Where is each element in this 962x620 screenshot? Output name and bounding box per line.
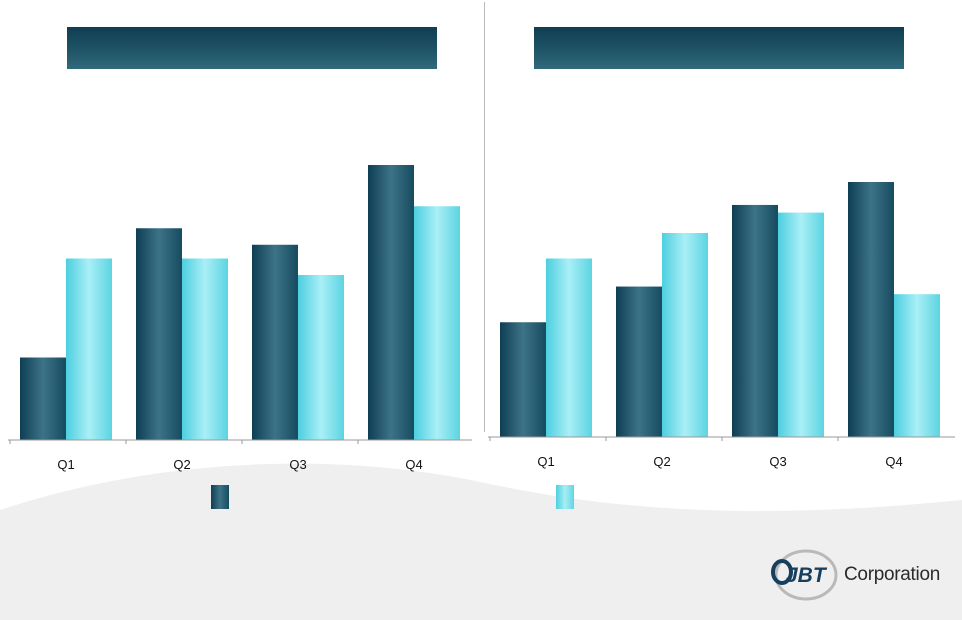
bar-dark-q2 — [616, 286, 662, 437]
bar-light-q4 — [894, 294, 940, 437]
right-chart-title-band — [534, 27, 904, 69]
bar-light-q1 — [546, 258, 592, 437]
logo-text: Corporation — [844, 564, 940, 585]
x-tick-label-q3: Q3 — [769, 454, 786, 469]
left-chart-title-band — [67, 27, 437, 69]
bar-light-q3 — [778, 212, 824, 437]
bar-dark-q4 — [848, 182, 894, 437]
bar-light-q4 — [414, 206, 460, 440]
bar-light-q3 — [298, 275, 344, 440]
x-tick-label-q1: Q1 — [57, 457, 74, 472]
bar-dark-q3 — [252, 244, 298, 440]
bar-charts: Q1 Q2 Q3 Q4 Q1 Q2 Q3 Q4 — [8, 165, 955, 472]
x-tick-label-q2: Q2 — [173, 457, 190, 472]
bar-light-q2 — [662, 233, 708, 437]
bar-dark-q2 — [136, 228, 182, 440]
x-tick-label-q3: Q3 — [289, 457, 306, 472]
legend-swatch-dark — [211, 485, 229, 509]
x-tick-label-q1: Q1 — [537, 454, 554, 469]
jbt-corporation-logo: JBT Corporation — [766, 546, 946, 602]
right-bar-chart: Q1 Q2 Q3 Q4 — [488, 182, 955, 469]
x-tick-label-q4: Q4 — [405, 457, 422, 472]
bar-light-q2 — [182, 258, 228, 440]
bar-dark-q3 — [732, 204, 778, 437]
bar-dark-q1 — [20, 357, 66, 440]
x-tick-label-q2: Q2 — [653, 454, 670, 469]
logo-mark-text: JBT — [786, 564, 828, 587]
chart-divider — [484, 2, 485, 432]
left-bar-chart: Q1 Q2 Q3 Q4 — [8, 165, 472, 472]
legend-swatch-light — [556, 485, 574, 509]
bar-dark-q4 — [368, 165, 414, 440]
bar-light-q1 — [66, 258, 112, 440]
jbt-logo-icon: JBT — [771, 549, 838, 601]
bar-dark-q1 — [500, 322, 546, 437]
x-tick-label-q4: Q4 — [885, 454, 902, 469]
